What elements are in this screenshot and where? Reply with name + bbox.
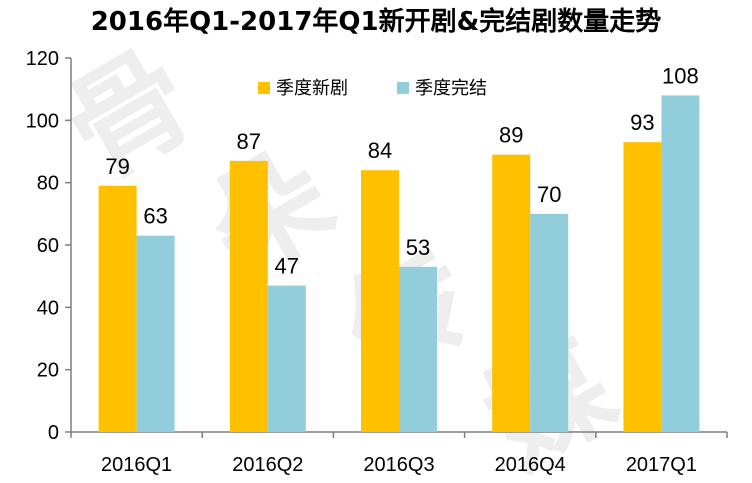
y-tick-label: 20 — [37, 360, 59, 382]
bar-new-drama — [361, 170, 399, 432]
bar-finished-drama — [530, 213, 569, 432]
legend-swatch — [397, 82, 409, 94]
bars — [98, 95, 700, 433]
legend-label: 季度完结 — [415, 78, 487, 99]
bar-finished-drama — [267, 285, 306, 432]
data-label: 70 — [537, 182, 561, 207]
y-tick-label: 120 — [26, 48, 59, 70]
x-category-label: 2016Q1 — [101, 454, 172, 476]
y-tick-label: 40 — [37, 297, 59, 319]
data-label: 47 — [275, 254, 299, 279]
y-tick-label: 80 — [37, 173, 59, 195]
bar-finished-drama — [661, 95, 700, 433]
y-tick-label: 100 — [26, 110, 59, 132]
bar-finished-drama — [399, 266, 437, 432]
y-tick-label: 0 — [48, 422, 59, 444]
y-tick-label: 60 — [37, 235, 59, 257]
data-label: 79 — [105, 154, 129, 179]
chart-title: 2016年Q1-2017年Q1新开剧&完结剧数量走势 — [91, 6, 662, 37]
x-category-label: 2017Q1 — [626, 454, 697, 476]
data-label: 89 — [499, 123, 523, 148]
bar-new-drama — [229, 160, 268, 432]
bar-new-drama — [492, 154, 531, 432]
bar-new-drama — [98, 185, 137, 432]
bar-new-drama — [623, 142, 662, 432]
data-label: 108 — [662, 63, 699, 88]
watermark-char: 朵 — [183, 125, 356, 305]
legend-swatch — [258, 82, 270, 94]
legend-label: 季度新剧 — [276, 78, 348, 99]
bar-finished-drama — [136, 235, 175, 432]
x-category-label: 2016Q3 — [363, 454, 434, 476]
data-label: 84 — [368, 138, 392, 163]
x-category-label: 2016Q2 — [232, 454, 303, 476]
data-label: 63 — [143, 204, 167, 229]
legend: 季度新剧 季度完结 — [258, 78, 487, 99]
data-label: 93 — [630, 110, 654, 135]
data-labels: 79 63 87 47 84 53 89 70 93 108 — [105, 63, 698, 278]
data-label: 53 — [406, 235, 430, 260]
x-category-label: 2016Q4 — [495, 454, 566, 476]
data-label: 87 — [237, 129, 261, 154]
